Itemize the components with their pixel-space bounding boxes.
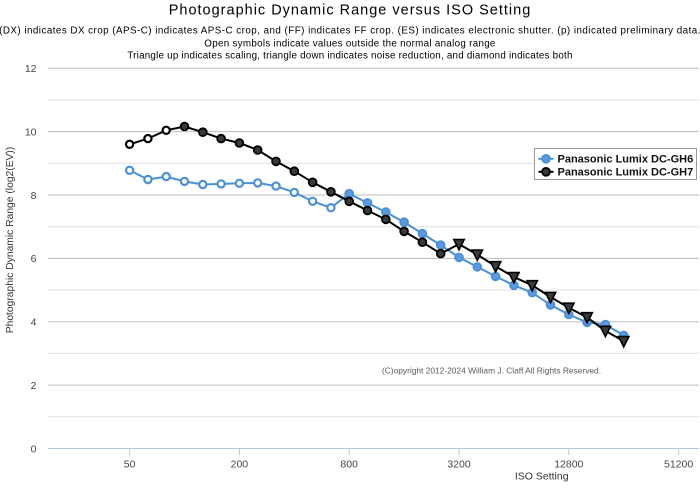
svg-text:4: 4 [31, 317, 37, 329]
svg-text:800: 800 [340, 459, 358, 471]
svg-text:Open symbols indicate values o: Open symbols indicate values outside the… [204, 38, 496, 49]
svg-text:ISO Setting: ISO Setting [515, 471, 569, 483]
svg-text:6: 6 [31, 253, 37, 265]
svg-text:200: 200 [231, 459, 249, 471]
svg-text:12800: 12800 [554, 459, 583, 471]
svg-text:Panasonic Lumix DC-GH6: Panasonic Lumix DC-GH6 [558, 154, 694, 166]
svg-text:(DX) indicates DX crop (APS-C): (DX) indicates DX crop (APS-C) indicates… [0, 25, 700, 36]
svg-text:10: 10 [25, 126, 37, 138]
svg-text:Photographic Dynamic Range (lo: Photographic Dynamic Range (log2(EV)) [5, 147, 16, 334]
svg-text:0: 0 [31, 443, 37, 455]
svg-text:8: 8 [31, 190, 37, 202]
svg-text:2: 2 [31, 380, 37, 392]
svg-text:3200: 3200 [447, 459, 471, 471]
svg-text:51200: 51200 [664, 459, 693, 471]
svg-text:12: 12 [25, 63, 37, 75]
svg-text:Triangle up indicates scaling,: Triangle up indicates scaling, triangle … [127, 51, 572, 62]
svg-text:(C)opyright 2012-2024 William: (C)opyright 2012-2024 William J. Claff A… [382, 366, 601, 376]
svg-text:50: 50 [124, 459, 136, 471]
svg-text:Photographic Dynamic Range ver: Photographic Dynamic Range versus ISO Se… [169, 3, 532, 19]
svg-text:Panasonic Lumix DC-GH7: Panasonic Lumix DC-GH7 [558, 167, 694, 179]
